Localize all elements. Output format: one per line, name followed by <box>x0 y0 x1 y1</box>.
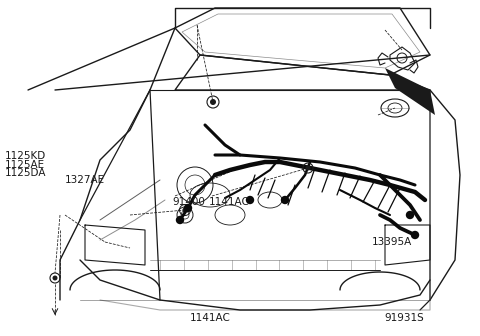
Circle shape <box>177 216 183 223</box>
Text: 13395A: 13395A <box>372 237 412 247</box>
Text: 1141AC: 1141AC <box>209 197 250 207</box>
Circle shape <box>182 208 188 212</box>
Polygon shape <box>385 68 435 115</box>
Text: 1141AC: 1141AC <box>190 312 230 323</box>
Circle shape <box>407 211 413 218</box>
Circle shape <box>184 205 192 211</box>
Circle shape <box>411 232 419 239</box>
Circle shape <box>247 197 253 204</box>
Text: 1125KD: 1125KD <box>5 151 46 161</box>
Text: 1327AE: 1327AE <box>65 175 105 185</box>
Text: 91931S: 91931S <box>384 312 424 323</box>
Circle shape <box>52 276 58 281</box>
Circle shape <box>281 197 288 204</box>
Circle shape <box>210 99 216 105</box>
Circle shape <box>305 166 311 170</box>
Text: 91400: 91400 <box>173 197 205 207</box>
Text: 1125DA: 1125DA <box>5 168 46 178</box>
Text: 1125AE: 1125AE <box>5 160 45 170</box>
